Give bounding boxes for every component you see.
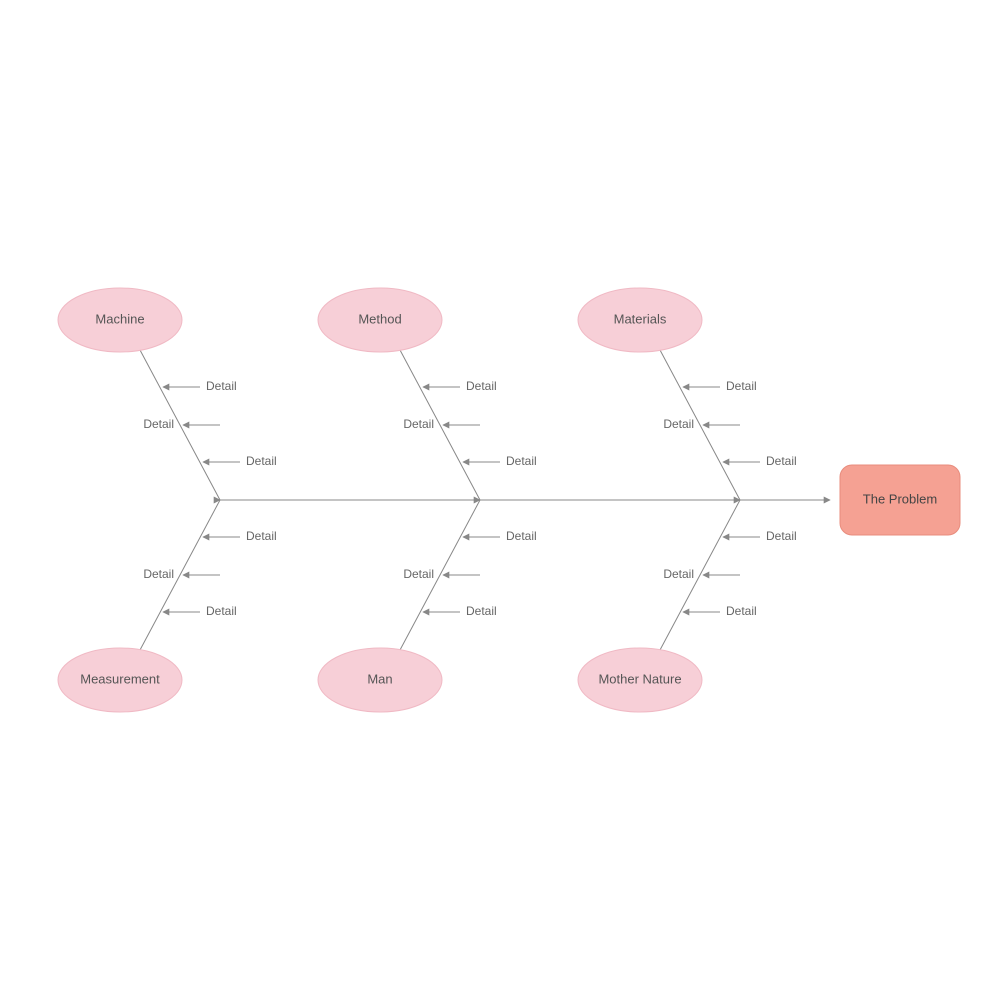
detail-arrows: Detail Detail Detail Detail Detail Detail Deta… — [143, 379, 796, 618]
category-label-materials: Materials — [614, 311, 667, 326]
detail-label: Detail — [206, 379, 237, 393]
fishbone-diagram: Detail Detail Detail Detail Detail Detail Deta… — [0, 0, 1000, 1000]
detail-label: Detail — [466, 379, 497, 393]
detail-label: Detail — [766, 454, 797, 468]
detail-label: Detail — [143, 567, 174, 581]
detail-label: Detail — [506, 529, 537, 543]
category-label-man: Man — [367, 671, 392, 686]
detail-label: Detail — [726, 604, 757, 618]
detail-label: Detail — [246, 529, 277, 543]
problem-box: The Problem — [840, 465, 960, 535]
problem-label: The Problem — [863, 491, 937, 506]
detail-label: Detail — [726, 379, 757, 393]
detail-label: Detail — [663, 417, 694, 431]
detail-label: Detail — [206, 604, 237, 618]
detail-label: Detail — [766, 529, 797, 543]
category-label-mother-nature: Mother Nature — [598, 671, 681, 686]
detail-label: Detail — [143, 417, 174, 431]
detail-label: Detail — [663, 567, 694, 581]
detail-label: Detail — [506, 454, 537, 468]
detail-label: Detail — [403, 567, 434, 581]
detail-label: Detail — [466, 604, 497, 618]
category-label-measurement: Measurement — [80, 671, 160, 686]
detail-label: Detail — [403, 417, 434, 431]
detail-label: Detail — [246, 454, 277, 468]
category-label-method: Method — [358, 311, 401, 326]
category-label-machine: Machine — [95, 311, 144, 326]
